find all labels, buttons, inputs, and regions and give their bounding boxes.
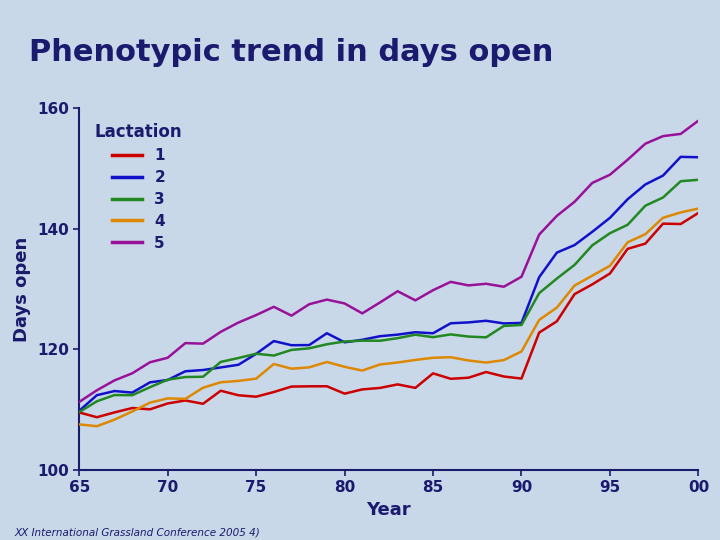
X-axis label: Year: Year	[366, 501, 411, 519]
Y-axis label: Days open: Days open	[14, 237, 32, 341]
Text: Phenotypic trend in days open: Phenotypic trend in days open	[29, 38, 553, 67]
Text: XX International Grassland Conference 2005 4): XX International Grassland Conference 20…	[14, 527, 260, 537]
Legend: 1, 2, 3, 4, 5: 1, 2, 3, 4, 5	[87, 116, 190, 258]
